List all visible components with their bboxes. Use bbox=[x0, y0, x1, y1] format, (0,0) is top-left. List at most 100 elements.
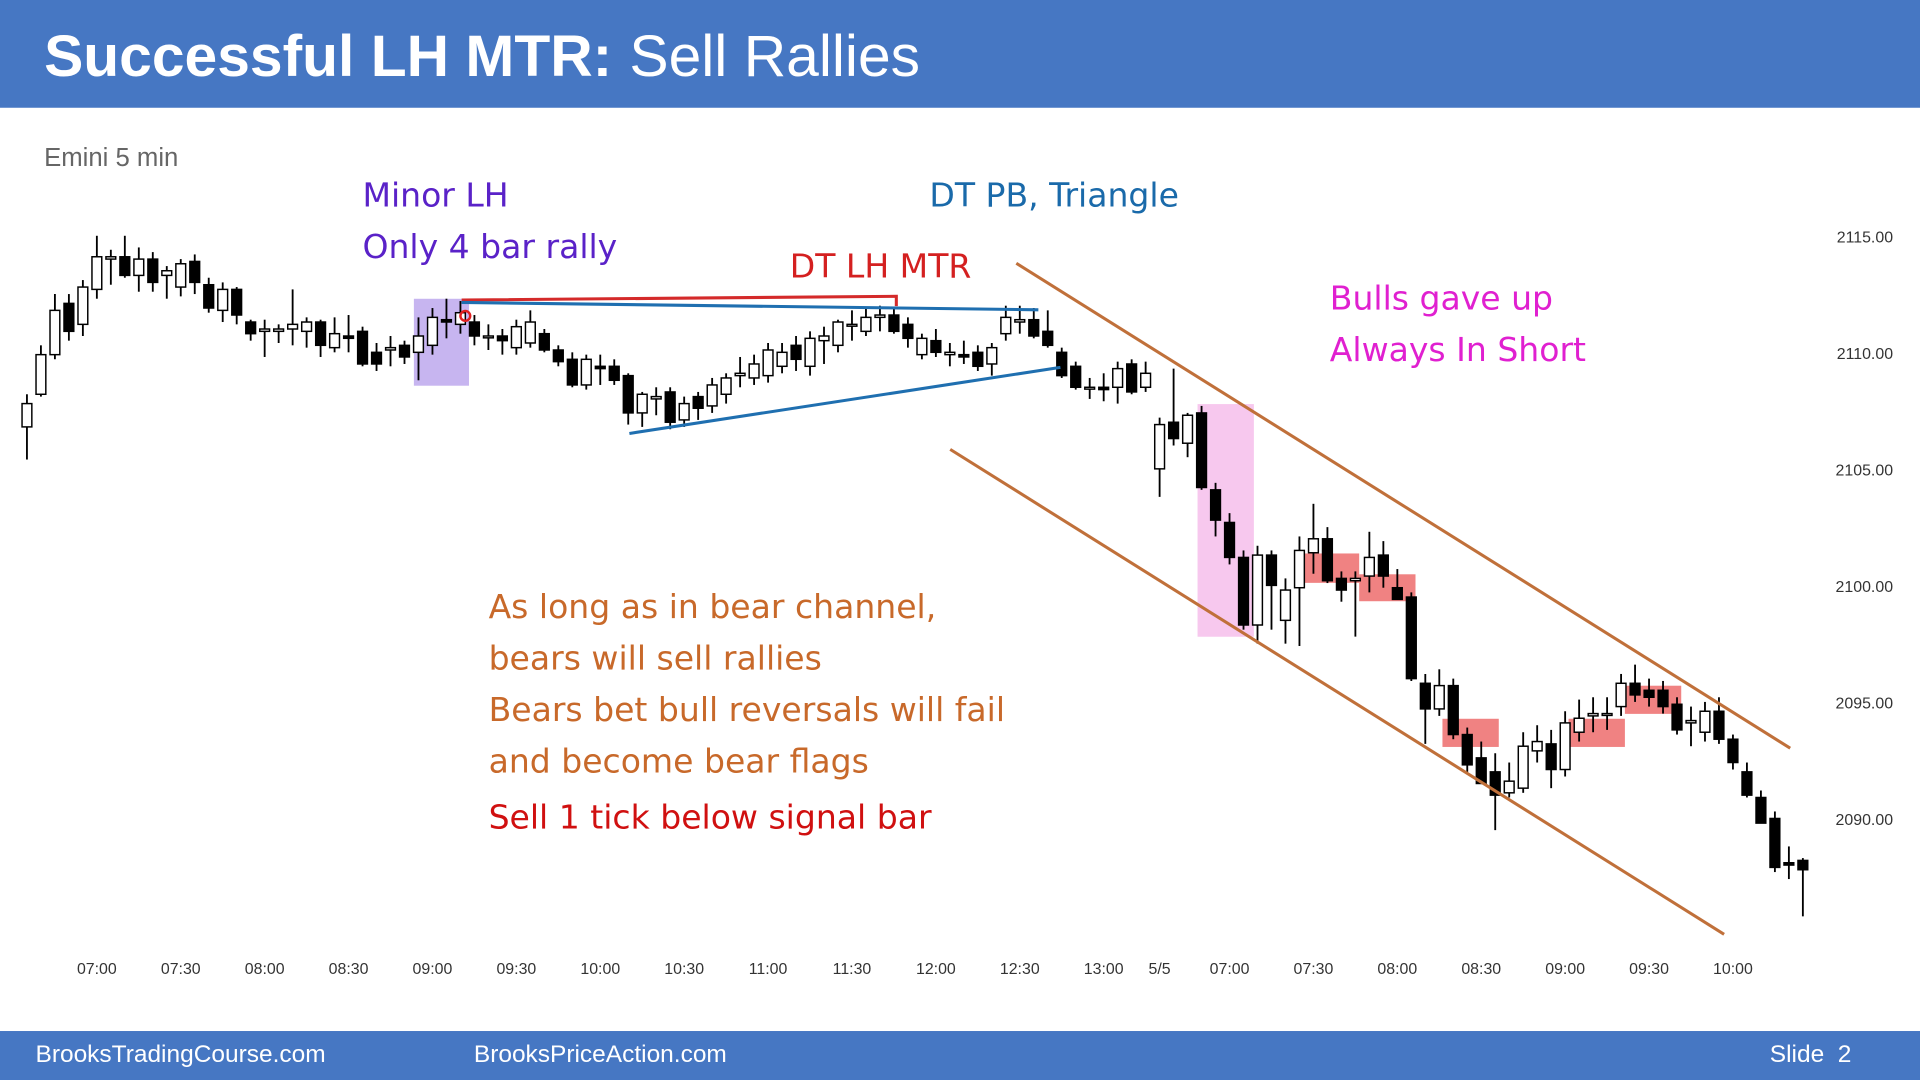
x-tick-label: 07:30 bbox=[1294, 961, 1334, 978]
candle-body bbox=[1042, 330, 1054, 347]
candle-body bbox=[1000, 316, 1012, 335]
candle-body bbox=[1391, 586, 1403, 601]
candle-body bbox=[1615, 682, 1627, 708]
candle-body bbox=[762, 349, 774, 377]
candle-body bbox=[175, 263, 187, 288]
candle-body bbox=[1643, 689, 1655, 698]
candle-body bbox=[1084, 386, 1096, 390]
candle-body bbox=[412, 335, 425, 354]
channel-top bbox=[1015, 261, 1792, 750]
candles bbox=[21, 235, 1809, 917]
title-rest: Sell Rallies bbox=[629, 24, 920, 89]
candle-body bbox=[552, 349, 564, 363]
candle-body bbox=[706, 384, 718, 407]
candle-body bbox=[384, 346, 397, 351]
candle-body bbox=[846, 323, 858, 327]
candle-body bbox=[1559, 722, 1571, 771]
candle-body bbox=[1153, 423, 1166, 470]
candle-body bbox=[482, 335, 495, 339]
candle-body bbox=[35, 353, 47, 396]
candle-body bbox=[888, 314, 900, 333]
candle-body bbox=[1223, 521, 1236, 559]
candle-body bbox=[874, 314, 886, 319]
y-tick-label: 2095.00 bbox=[1836, 695, 1894, 712]
candle-body bbox=[1279, 589, 1292, 622]
annotation: DT LH MTR bbox=[790, 247, 972, 286]
candle-body bbox=[1237, 556, 1250, 626]
candle-body bbox=[342, 335, 355, 340]
x-tick-label: 09:00 bbox=[1545, 961, 1585, 978]
x-tick-label: 07:00 bbox=[77, 961, 117, 978]
y-tick-label: 2100.00 bbox=[1836, 579, 1894, 596]
candle-body bbox=[1545, 743, 1557, 771]
candle-body bbox=[1503, 780, 1515, 794]
candle-body bbox=[1741, 771, 1753, 796]
candle-body bbox=[77, 286, 89, 326]
candle-body bbox=[1671, 703, 1683, 731]
candle-body bbox=[161, 270, 173, 277]
candle-body bbox=[1727, 738, 1739, 764]
y-tick-label: 2110.00 bbox=[1837, 346, 1893, 363]
candle-body bbox=[1070, 365, 1082, 389]
annotation: Bulls gave up bbox=[1330, 279, 1553, 318]
candle-body bbox=[776, 351, 788, 368]
candle-body bbox=[1321, 538, 1334, 582]
candle-body bbox=[1056, 351, 1068, 377]
candle-body bbox=[1126, 363, 1138, 393]
candle-body bbox=[664, 391, 676, 423]
candle-body bbox=[398, 344, 411, 358]
candle-body bbox=[1014, 318, 1026, 323]
candle-body bbox=[580, 358, 592, 386]
candle-body bbox=[1363, 556, 1376, 577]
x-tick-label: 08:00 bbox=[245, 961, 285, 978]
x-tick-label: 09:30 bbox=[496, 961, 536, 978]
candle-body bbox=[1685, 719, 1697, 724]
channel-bottom bbox=[949, 448, 1725, 936]
candle-body bbox=[1657, 689, 1669, 708]
candle-body bbox=[1265, 554, 1278, 587]
candle-body bbox=[524, 321, 536, 344]
candle-body bbox=[356, 330, 369, 365]
candle-body bbox=[273, 328, 285, 333]
candle-body bbox=[636, 393, 648, 414]
candle-body bbox=[860, 316, 872, 333]
x-tick-label: 13:00 bbox=[1084, 961, 1124, 978]
candle-body bbox=[538, 332, 550, 351]
candle-body bbox=[1461, 733, 1473, 766]
footer-link: BrooksPriceAction.com bbox=[474, 1041, 727, 1068]
candle-body bbox=[21, 402, 33, 428]
title-bold: Successful LH MTR: bbox=[44, 24, 612, 89]
annotation: DT PB, Triangle bbox=[929, 176, 1179, 215]
x-tick-label: 11:30 bbox=[833, 961, 872, 978]
x-tick-label: 09:30 bbox=[1629, 961, 1669, 978]
candle-body bbox=[286, 323, 299, 330]
x-tick-label: 08:30 bbox=[1461, 961, 1501, 978]
candle-body bbox=[902, 323, 914, 340]
x-tick-label: 09:00 bbox=[413, 961, 453, 978]
candle-body bbox=[622, 374, 634, 414]
candle-body bbox=[314, 321, 327, 347]
candle-body bbox=[1713, 710, 1725, 740]
candle-body bbox=[231, 288, 243, 316]
candle-body bbox=[1167, 421, 1180, 440]
triangle-top bbox=[461, 300, 1039, 312]
chart-subtitle: Emini 5 min bbox=[44, 144, 178, 172]
candle-body bbox=[1181, 414, 1194, 444]
candle-body bbox=[1783, 862, 1795, 866]
candle-body bbox=[1405, 596, 1417, 680]
candle-body bbox=[1251, 554, 1264, 626]
candle-body bbox=[1573, 717, 1585, 733]
candle-body bbox=[189, 260, 201, 284]
candle-body bbox=[1447, 684, 1459, 736]
candle-body bbox=[1489, 771, 1501, 796]
candle-body bbox=[1307, 538, 1320, 554]
annotation: Only 4 bar rally bbox=[362, 227, 617, 266]
candle-body bbox=[748, 363, 760, 379]
candle-body bbox=[734, 372, 746, 377]
slide-number: Slide 2 bbox=[1770, 1041, 1852, 1068]
annotation: and become bear flags bbox=[489, 741, 869, 780]
x-tick-label: 11:00 bbox=[749, 961, 788, 978]
candle-body bbox=[1629, 682, 1641, 696]
candle-body bbox=[1587, 712, 1599, 717]
